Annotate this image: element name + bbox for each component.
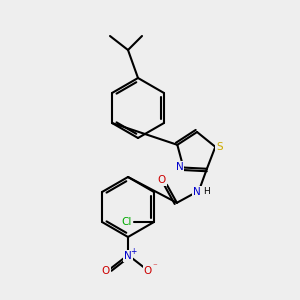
Text: +: + — [130, 247, 136, 256]
Text: Cl: Cl — [122, 217, 132, 227]
Text: O: O — [158, 175, 166, 185]
Text: H: H — [203, 187, 210, 196]
Text: N: N — [176, 161, 183, 172]
Text: N: N — [124, 251, 132, 261]
Text: ⁻: ⁻ — [153, 262, 158, 272]
Text: O: O — [144, 266, 152, 276]
Text: S: S — [216, 142, 223, 152]
Text: N: N — [193, 187, 201, 197]
Text: O: O — [102, 266, 110, 276]
